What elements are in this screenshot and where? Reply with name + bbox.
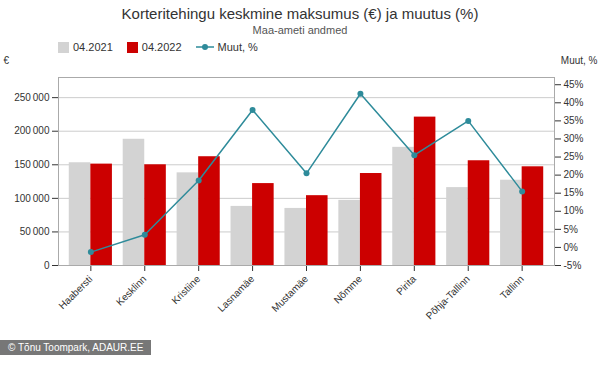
svg-text:Mustamäe: Mustamäe	[269, 273, 310, 314]
svg-text:Kristiine: Kristiine	[169, 273, 202, 306]
svg-text:-5%: -5%	[564, 260, 582, 271]
svg-text:Kesklinn: Kesklinn	[114, 273, 149, 308]
svg-text:25%: 25%	[564, 151, 584, 162]
svg-text:€: €	[4, 55, 10, 66]
svg-text:5%: 5%	[564, 224, 579, 235]
svg-text:30%: 30%	[564, 133, 584, 144]
html-text:Maa-ameti andmed: Maa-ameti andmed	[252, 24, 348, 36]
html-text:04.2021: 04.2021	[73, 41, 113, 53]
svg-text:Haabersti: Haabersti	[56, 273, 94, 311]
svg-text:Muut, %: Muut, %	[561, 55, 598, 66]
svg-text:200 000: 200 000	[14, 125, 50, 136]
svg-text:50 000: 50 000	[20, 226, 50, 237]
svg-text:0%: 0%	[564, 242, 579, 253]
svg-text:40%: 40%	[564, 97, 584, 108]
svg-text:10%: 10%	[564, 205, 584, 216]
svg-text:Pirita: Pirita	[394, 273, 418, 297]
svg-text:Lasnamäe: Lasnamäe	[215, 273, 256, 314]
svg-text:Nõmme: Nõmme	[332, 273, 365, 306]
svg-text:20%: 20%	[564, 169, 584, 180]
html-text:Muut, %: Muut, %	[217, 41, 258, 53]
svg-text:45%: 45%	[564, 79, 584, 90]
svg-text:Põhja-Tallinn: Põhja-Tallinn	[424, 273, 472, 321]
html-text:© Tõnu Toompark, ADAUR.EE: © Tõnu Toompark, ADAUR.EE	[8, 342, 144, 353]
svg-text:0: 0	[44, 260, 50, 271]
svg-text:15%: 15%	[564, 187, 584, 198]
svg-text:100 000: 100 000	[14, 193, 50, 204]
html-text:Korteritehingu keskmine maksum: Korteritehingu keskmine maksumus (€) ja …	[121, 5, 479, 22]
svg-text:35%: 35%	[564, 115, 584, 126]
svg-text:Tallinn: Tallinn	[498, 273, 526, 301]
html-text:04.2022: 04.2022	[141, 41, 182, 53]
svg-text:250 000: 250 000	[14, 92, 50, 103]
svg-text:150 000: 150 000	[14, 159, 50, 170]
